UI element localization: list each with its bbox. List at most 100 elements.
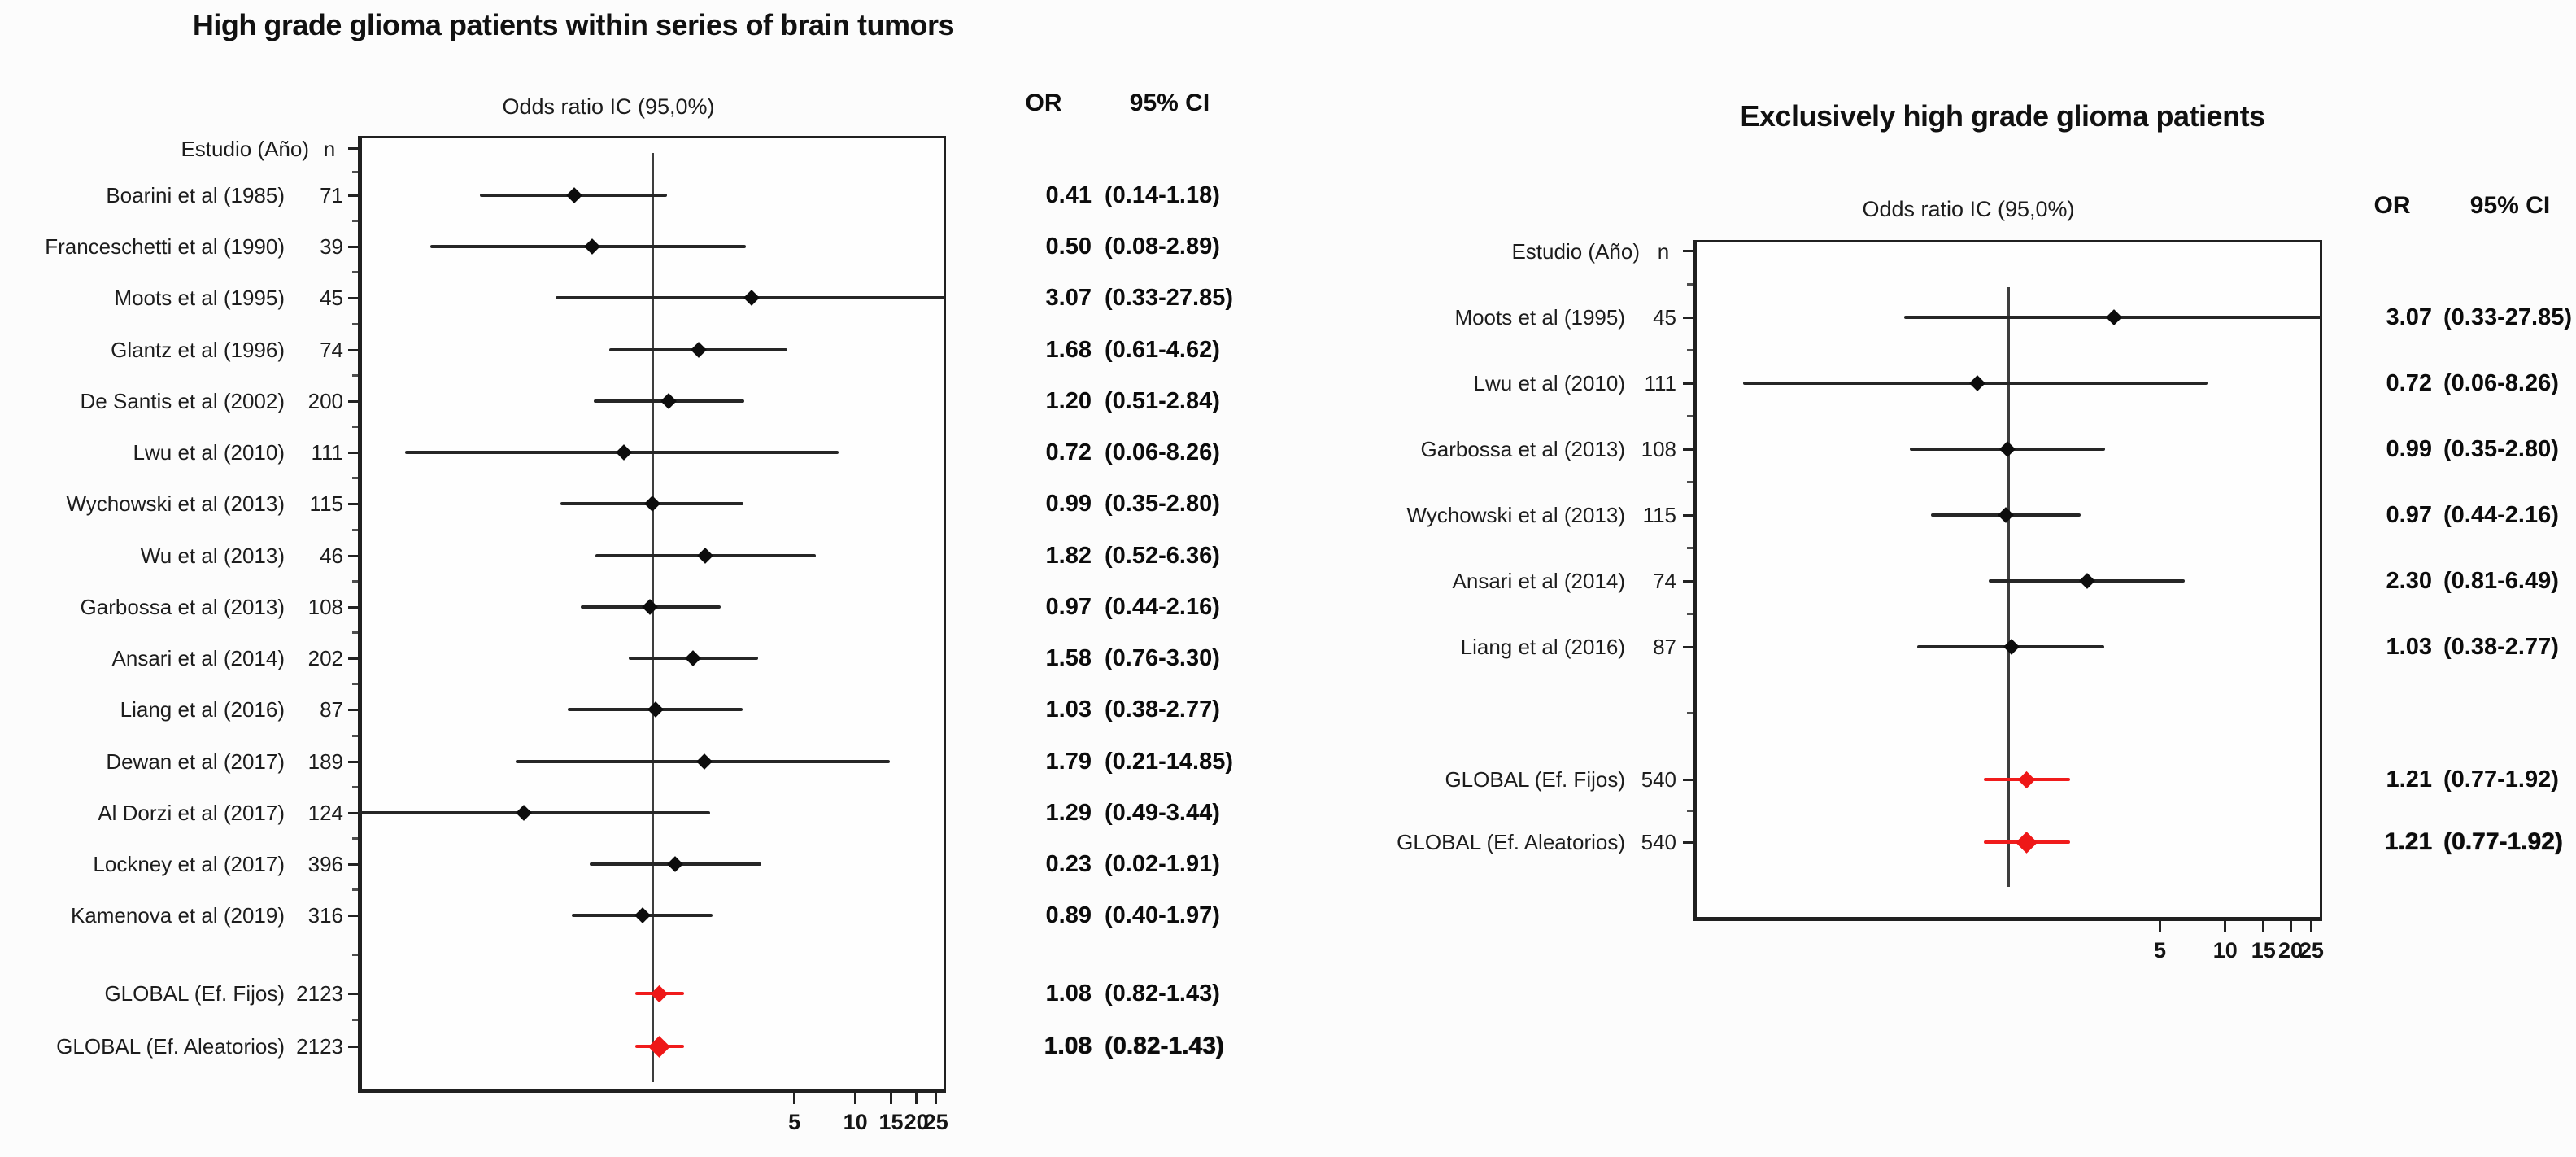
- n-value: 316: [307, 903, 343, 928]
- or-text: 1.20: [1045, 388, 1092, 414]
- ci-text: (0.76-3.30): [1105, 645, 1220, 671]
- n-value: 540: [1641, 830, 1676, 854]
- study-row-label: Lockney et al (2017): [93, 852, 285, 876]
- x-axis-tick: [889, 1093, 892, 1104]
- reference-line: [652, 153, 655, 1082]
- y-axis-minor-tick: [352, 477, 358, 479]
- ci-text: (0.77-1.92): [2443, 828, 2563, 855]
- or-text: 0.72: [1045, 439, 1092, 465]
- n-value: 46: [320, 544, 343, 568]
- ci-text: (0.61-4.62): [1105, 337, 1220, 363]
- x-axis-tick-label: 15: [878, 1110, 904, 1134]
- or-text: 2.30: [2386, 568, 2432, 594]
- x-axis-tick: [2289, 921, 2292, 932]
- y-axis-minor-tick: [1687, 415, 1693, 417]
- ci-text: (0.14-1.18): [1105, 182, 1220, 208]
- right-or-header: OR: [2373, 192, 2411, 219]
- or-text: 0.50: [1045, 234, 1092, 260]
- n-value: 396: [307, 852, 343, 876]
- x-axis-tick-label: 5: [2154, 938, 2167, 963]
- y-axis-minor-tick: [352, 170, 358, 173]
- ci-text: (0.33-27.85): [1105, 285, 1233, 311]
- n-value: 200: [307, 389, 343, 413]
- y-axis-tick: [348, 451, 358, 454]
- study-row-label: Moots et al (1995): [114, 286, 285, 310]
- study-row-label: Wychowski et al (2013): [66, 491, 285, 516]
- or-text: 1.58: [1045, 645, 1092, 671]
- n-value: 45: [320, 286, 343, 310]
- x-axis-tick-label: 5: [788, 1110, 801, 1134]
- y-axis-minor-tick: [352, 631, 358, 634]
- or-text: 1.82: [1045, 543, 1092, 569]
- y-axis-tick: [348, 146, 358, 150]
- reference-line: [2007, 287, 2010, 887]
- global-row-label: GLOBAL (Ef. Aleatorios): [1397, 830, 1625, 854]
- y-axis-tick: [348, 862, 358, 866]
- or-text: 0.97: [2386, 502, 2432, 528]
- left-axis-title: Odds ratio IC (95,0%): [502, 94, 715, 119]
- y-axis-minor-tick: [352, 837, 358, 840]
- y-axis-minor-tick: [352, 374, 358, 377]
- or-text: 0.23: [1045, 851, 1092, 877]
- n-value: 540: [1641, 767, 1676, 792]
- x-axis-tick: [2224, 921, 2227, 932]
- ci-text: (0.06-8.26): [2443, 370, 2559, 396]
- or-text: 1.79: [1045, 749, 1092, 775]
- x-axis-tick-label: 15: [2251, 938, 2276, 963]
- or-text: 3.07: [2386, 304, 2432, 330]
- or-text: 0.99: [2386, 436, 2432, 462]
- ci-text: (0.82-1.43): [1105, 980, 1220, 1006]
- n-value: 87: [1653, 635, 1676, 659]
- study-row-label: Liang et al (2016): [120, 697, 285, 722]
- x-axis-tick-label: 10: [843, 1110, 868, 1134]
- ci-text: (0.44-2.16): [1105, 594, 1220, 620]
- y-axis-minor-tick: [1687, 810, 1693, 812]
- y-axis-tick: [348, 296, 358, 299]
- or-text: 0.72: [2386, 370, 2432, 396]
- study-row-label: Lwu et al (2010): [1473, 371, 1625, 395]
- n-value: 74: [320, 338, 343, 362]
- left-study-header: Estudio (Año): [181, 137, 309, 161]
- left-panel-title: High grade glioma patients within series…: [192, 8, 955, 41]
- ci-text: (0.08-2.89): [1105, 234, 1220, 260]
- ci-text: (0.35-2.80): [2443, 436, 2559, 462]
- x-axis-tick-label: 25: [923, 1110, 948, 1134]
- ci-text: (0.52-6.36): [1105, 543, 1220, 569]
- study-row-label: Dewan et al (2017): [106, 749, 285, 774]
- y-axis-tick: [348, 760, 358, 763]
- right-n-header: n: [1657, 239, 1670, 264]
- ci-text: (0.06-8.26): [1105, 439, 1220, 465]
- y-axis-minor-tick: [352, 888, 358, 891]
- study-row-label: Garbossa et al (2013): [1420, 437, 1625, 461]
- n-value: 45: [1653, 305, 1676, 330]
- ci-whisker: [358, 811, 710, 814]
- study-row-label: Al Dorzi et al (2017): [98, 801, 285, 825]
- x-axis-tick: [2159, 921, 2162, 932]
- y-axis-minor-tick: [352, 580, 358, 583]
- or-text: 0.89: [1045, 902, 1092, 928]
- or-text: 1.21: [2386, 766, 2432, 792]
- y-axis-tick: [348, 1045, 358, 1048]
- study-row-label: Franceschetti et al (1990): [45, 234, 285, 259]
- ci-text: (0.33-27.85): [2443, 304, 2572, 330]
- x-axis-tick-label: 20: [904, 1110, 929, 1134]
- n-value: 202: [307, 646, 343, 670]
- y-axis-minor-tick: [352, 220, 358, 222]
- y-axis-tick: [1683, 778, 1693, 781]
- n-value: 108: [307, 595, 343, 619]
- y-axis-minor-tick: [352, 426, 358, 428]
- right-axis-title: Odds ratio IC (95,0%): [1862, 197, 2075, 221]
- y-axis-tick: [1683, 316, 1693, 319]
- left-ci-header: 95% CI: [1129, 90, 1210, 116]
- y-axis-tick: [348, 914, 358, 917]
- y-axis-tick: [348, 399, 358, 403]
- or-text: 0.41: [1045, 182, 1092, 208]
- y-axis-minor-tick: [1687, 282, 1693, 286]
- y-axis-minor-tick: [1687, 547, 1693, 549]
- or-text: 1.29: [1045, 800, 1092, 826]
- ci-text: (0.35-2.80): [1105, 491, 1220, 517]
- y-axis-tick: [1683, 579, 1693, 583]
- n-value: 111: [1644, 371, 1676, 395]
- or-text: 3.07: [1045, 285, 1092, 311]
- y-axis-minor-tick: [1687, 613, 1693, 615]
